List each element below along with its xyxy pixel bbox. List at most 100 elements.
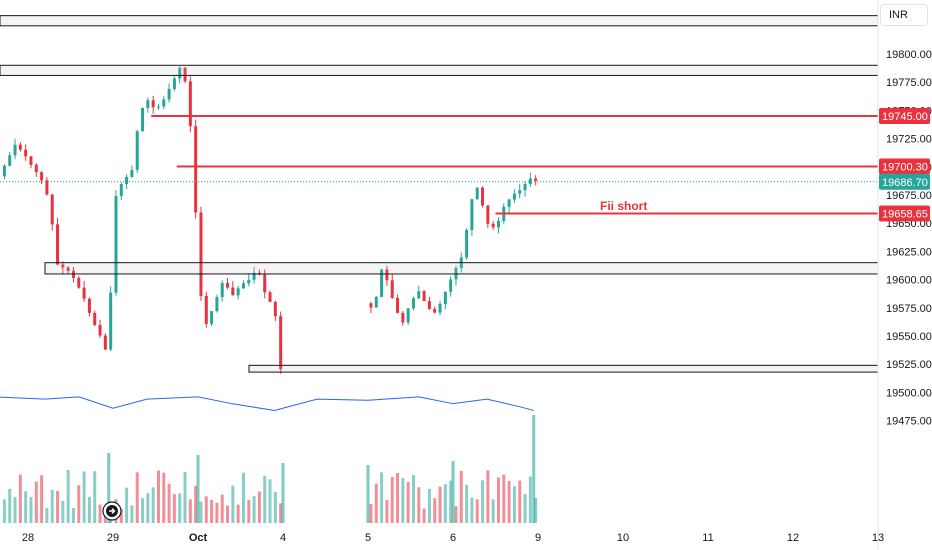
price-candles bbox=[2, 66, 538, 374]
volume-bar bbox=[401, 477, 405, 523]
price-tag-label: 19686.70 bbox=[882, 177, 928, 189]
volume-bar bbox=[475, 499, 479, 523]
volume-bar bbox=[427, 488, 431, 523]
volume-bar bbox=[263, 475, 267, 523]
volume-bar bbox=[162, 472, 166, 523]
candle-body bbox=[417, 291, 421, 299]
candle-body bbox=[390, 280, 394, 298]
candle-body bbox=[135, 131, 139, 170]
volume-bar bbox=[87, 496, 91, 523]
volume-bar bbox=[502, 474, 506, 523]
volume-bar bbox=[24, 491, 28, 523]
volume-bar bbox=[518, 480, 522, 523]
zone-box[interactable] bbox=[0, 64, 879, 76]
volume-bar bbox=[411, 475, 415, 523]
candle-body bbox=[34, 164, 38, 173]
volume-bar bbox=[167, 483, 171, 523]
price-tag bbox=[879, 173, 930, 190]
candle-body bbox=[263, 274, 267, 293]
zone-box[interactable] bbox=[0, 15, 879, 27]
volume-bar bbox=[374, 483, 378, 523]
volume-bar bbox=[82, 471, 86, 523]
volume-bar bbox=[172, 494, 176, 523]
candle-body bbox=[220, 282, 224, 298]
volume-bar bbox=[231, 485, 235, 523]
volume-bar bbox=[252, 496, 256, 523]
candle-body bbox=[465, 229, 469, 258]
y-tick-label: 19475.00 bbox=[886, 416, 932, 428]
volume-bar bbox=[183, 471, 187, 523]
candle-body bbox=[512, 193, 516, 200]
candle-body bbox=[438, 304, 442, 313]
y-tick-label: 19550.00 bbox=[886, 331, 932, 343]
candle-body bbox=[226, 282, 230, 288]
zone-box[interactable] bbox=[44, 262, 879, 275]
candle-body bbox=[13, 144, 17, 156]
volume-bar bbox=[2, 499, 6, 523]
y-tick-label: 19525.00 bbox=[886, 359, 932, 371]
candle-body bbox=[2, 165, 6, 177]
volume-bar bbox=[45, 508, 49, 523]
candle-body bbox=[380, 269, 384, 297]
candle-body bbox=[98, 325, 102, 336]
candle-body bbox=[406, 308, 410, 323]
candle-body bbox=[56, 224, 60, 265]
candle-body bbox=[156, 106, 160, 108]
time-axis[interactable]: 28 29 Oct 4 5 6 9 10 11 12 13 bbox=[22, 532, 884, 544]
price-labels: 19745.00 19700.30 19686.70 19658.65 bbox=[879, 108, 930, 222]
candle-body bbox=[411, 298, 415, 309]
price-tag-label: 19658.65 bbox=[882, 208, 928, 220]
candle-body bbox=[183, 67, 187, 82]
volume-bar bbox=[512, 486, 516, 523]
zone-box[interactable] bbox=[248, 364, 879, 373]
x-tick-label: 29 bbox=[107, 532, 119, 544]
candle-body bbox=[61, 264, 65, 268]
candle-body bbox=[470, 199, 474, 230]
y-tick-label: 19725.00 bbox=[886, 134, 932, 146]
candle-body bbox=[130, 169, 134, 177]
volume-bar bbox=[226, 505, 230, 523]
volume-bar bbox=[199, 501, 203, 523]
volume-bar bbox=[236, 504, 240, 523]
volume-bar bbox=[66, 469, 70, 523]
volume-bar bbox=[135, 472, 139, 523]
candle-body bbox=[188, 81, 192, 127]
volume-bar bbox=[188, 499, 192, 523]
candle-body bbox=[8, 155, 12, 166]
y-tick-label: 19800.00 bbox=[886, 49, 932, 61]
candle-body bbox=[40, 172, 44, 181]
candle-body bbox=[528, 178, 532, 185]
candle-body bbox=[125, 176, 129, 185]
volume-bar bbox=[13, 497, 17, 523]
x-tick-label: 28 bbox=[22, 532, 34, 544]
x-tick-label: 4 bbox=[280, 532, 286, 544]
volume-bar bbox=[380, 472, 384, 523]
price-tag bbox=[879, 158, 930, 175]
volume-bar bbox=[470, 497, 474, 523]
x-tick-label: 6 bbox=[450, 532, 456, 544]
candle-body bbox=[210, 311, 214, 324]
x-tick-label: 9 bbox=[535, 532, 541, 544]
candle-body bbox=[486, 205, 490, 224]
candle-body bbox=[231, 287, 235, 296]
candle-body bbox=[103, 335, 107, 350]
replay-icon[interactable] bbox=[102, 501, 122, 521]
price-axis[interactable]: 19800.0019775.0019750.0019725.0019700.00… bbox=[886, 49, 932, 428]
candle-body bbox=[29, 156, 33, 165]
volume-bar bbox=[130, 505, 134, 523]
x-tick-label: 10 bbox=[617, 532, 629, 544]
volume-bar bbox=[268, 479, 272, 523]
candle-body bbox=[507, 199, 511, 207]
candle-body bbox=[433, 309, 437, 313]
currency-selector[interactable]: INR bbox=[880, 4, 928, 26]
x-tick-label: 11 bbox=[702, 532, 713, 544]
candle-body bbox=[369, 303, 373, 308]
candle-body bbox=[236, 288, 240, 296]
volume-bar bbox=[417, 487, 421, 523]
volume-bar bbox=[125, 487, 129, 523]
volume-bar bbox=[156, 470, 160, 523]
y-tick-label: 19575.00 bbox=[886, 303, 932, 315]
volume-bar bbox=[534, 498, 538, 523]
candle-body bbox=[151, 100, 155, 108]
